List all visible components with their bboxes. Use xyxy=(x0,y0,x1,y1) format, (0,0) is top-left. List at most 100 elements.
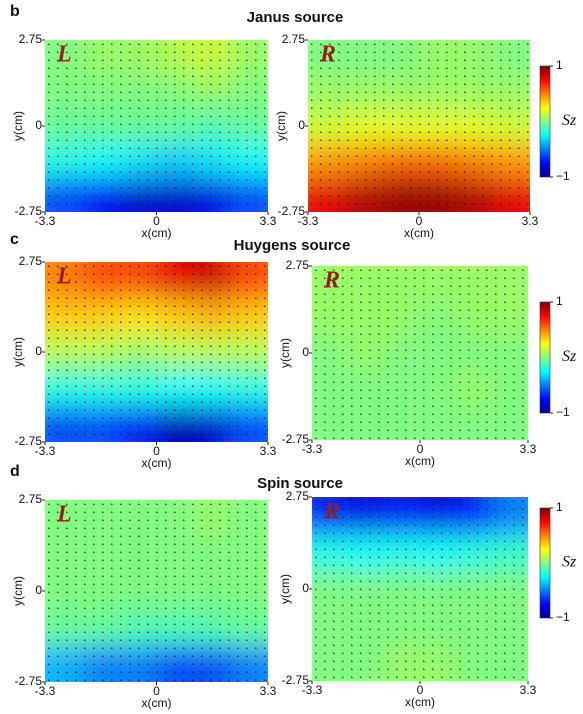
arrow xyxy=(65,583,68,586)
arrow xyxy=(373,203,376,206)
arrow xyxy=(137,99,140,102)
arrow xyxy=(227,409,230,412)
arrow xyxy=(341,373,344,376)
arrow xyxy=(476,676,479,679)
arrow xyxy=(101,99,104,102)
arrow xyxy=(386,325,389,328)
arrow xyxy=(440,405,443,408)
arrow xyxy=(236,337,239,340)
arrow xyxy=(481,43,484,46)
arrow xyxy=(137,43,140,46)
cell xyxy=(348,533,385,572)
arrow xyxy=(119,583,122,586)
arrow xyxy=(503,500,506,503)
arrow xyxy=(128,297,131,300)
arrow xyxy=(521,660,524,663)
arrow xyxy=(92,83,95,86)
arrow xyxy=(236,203,239,206)
arrow xyxy=(191,163,194,166)
arrow xyxy=(467,269,470,272)
arrow xyxy=(449,365,452,368)
arrow xyxy=(337,123,340,126)
arrow xyxy=(328,163,331,166)
arrow xyxy=(182,401,185,404)
arrow xyxy=(209,385,212,388)
arrow xyxy=(110,575,113,578)
arrow xyxy=(200,75,203,78)
arrow xyxy=(209,179,212,182)
arrow xyxy=(65,337,68,340)
arrow xyxy=(236,265,239,268)
arrow xyxy=(101,551,104,554)
cell xyxy=(156,298,195,335)
arrow xyxy=(137,567,140,570)
cell xyxy=(492,370,528,407)
arrow xyxy=(128,369,131,372)
arrow xyxy=(521,325,524,328)
arrow xyxy=(65,265,68,268)
arrow xyxy=(467,572,470,575)
arrow xyxy=(65,647,68,650)
arrow xyxy=(227,575,230,578)
arrow xyxy=(413,277,416,280)
cell xyxy=(230,108,268,145)
arrow xyxy=(404,389,407,392)
arrow xyxy=(56,377,59,380)
arrow xyxy=(449,676,452,679)
arrow xyxy=(328,139,331,142)
arrow xyxy=(245,671,248,674)
arrow xyxy=(254,329,257,332)
arrow xyxy=(454,91,457,94)
arrow xyxy=(427,75,430,78)
arrow xyxy=(499,187,502,190)
arrow xyxy=(65,321,68,324)
cell xyxy=(82,298,121,335)
arrow xyxy=(526,131,529,134)
arrow xyxy=(164,599,167,602)
arrow xyxy=(395,668,398,671)
arrow xyxy=(254,337,257,340)
arrow xyxy=(110,329,113,332)
arrow xyxy=(218,519,221,522)
arrow xyxy=(476,524,479,527)
arrow xyxy=(83,59,86,62)
arrow xyxy=(110,67,113,70)
arrow xyxy=(173,385,176,388)
arrow xyxy=(92,527,95,530)
arrow xyxy=(236,289,239,292)
arrow xyxy=(377,325,380,328)
arrow xyxy=(476,341,479,344)
arrow xyxy=(404,413,407,416)
cell xyxy=(156,406,195,442)
arrow xyxy=(65,369,68,372)
colorbar-tick-label: −1 xyxy=(556,169,570,183)
arrow xyxy=(508,51,511,54)
arrow xyxy=(521,397,524,400)
arrow xyxy=(218,583,221,586)
arrow xyxy=(328,91,331,94)
arrow xyxy=(191,171,194,174)
arrow xyxy=(110,155,113,158)
arrow xyxy=(155,273,158,276)
arrow xyxy=(119,83,122,86)
arrow xyxy=(92,607,95,610)
arrow xyxy=(182,147,185,150)
arrow xyxy=(418,131,421,134)
arrow xyxy=(314,357,317,360)
arrow xyxy=(476,556,479,559)
arrow xyxy=(200,519,203,522)
arrow xyxy=(236,663,239,666)
cell xyxy=(156,334,195,371)
arrow xyxy=(182,297,185,300)
arrow xyxy=(236,535,239,538)
arrow xyxy=(521,349,524,352)
arrow xyxy=(191,123,194,126)
arrow xyxy=(137,353,140,356)
arrow xyxy=(512,636,515,639)
arrow xyxy=(236,575,239,578)
arrow xyxy=(137,321,140,324)
arrow xyxy=(155,615,158,618)
arrow xyxy=(521,652,524,655)
arrow xyxy=(449,564,452,567)
arrow xyxy=(146,179,149,182)
